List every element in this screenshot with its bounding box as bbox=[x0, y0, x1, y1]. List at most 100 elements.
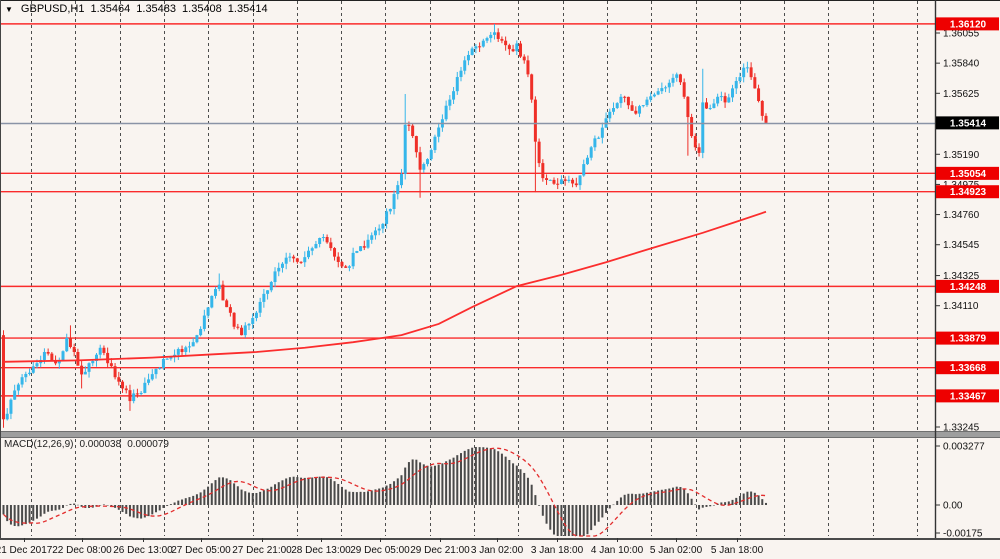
candle-body bbox=[228, 307, 232, 313]
macd-bar bbox=[65, 505, 68, 506]
candle-body bbox=[373, 230, 377, 236]
candle-body bbox=[258, 301, 262, 313]
macd-bar bbox=[99, 505, 102, 506]
candle-body bbox=[652, 94, 656, 97]
macd-bar bbox=[601, 505, 604, 518]
candle-body bbox=[333, 248, 337, 257]
macd-bar bbox=[233, 483, 236, 505]
candle-body bbox=[452, 91, 456, 100]
macd-bar bbox=[210, 483, 213, 505]
pane-separator[interactable] bbox=[0, 431, 1000, 438]
macd-bar bbox=[337, 483, 340, 505]
candle-body bbox=[54, 360, 58, 364]
candle-body bbox=[132, 393, 136, 402]
candle-body bbox=[455, 77, 459, 92]
macd-bar bbox=[359, 491, 362, 505]
candle-body bbox=[202, 315, 206, 329]
price-chart-area[interactable] bbox=[0, 0, 935, 431]
macd-bar bbox=[251, 493, 254, 505]
macd-bar bbox=[575, 505, 578, 536]
macd-bar bbox=[627, 493, 630, 505]
macd-bar bbox=[757, 495, 760, 505]
macd-bar bbox=[240, 489, 243, 505]
macd-bar bbox=[623, 494, 626, 505]
candle-body bbox=[507, 45, 511, 50]
time-tick-label: 29 Dec 05:00 bbox=[350, 545, 410, 556]
candle-body bbox=[541, 163, 545, 179]
time-tick-label: 27 Dec 05:00 bbox=[171, 545, 231, 556]
candle-body bbox=[697, 147, 701, 153]
candle-body bbox=[433, 136, 437, 151]
candle-body bbox=[184, 347, 188, 352]
time-tick-label: 4 Jan 10:00 bbox=[591, 545, 644, 556]
candle-body bbox=[128, 390, 132, 402]
macd-bar bbox=[322, 476, 325, 505]
candle-body bbox=[143, 382, 147, 393]
candle-body bbox=[5, 413, 9, 420]
macd-bar bbox=[2, 505, 5, 515]
candle-body bbox=[295, 258, 299, 262]
candle-body bbox=[690, 117, 694, 137]
price-badge-box bbox=[936, 361, 999, 375]
candle-body bbox=[414, 136, 418, 153]
candle-body bbox=[98, 347, 102, 355]
macd-bar bbox=[184, 498, 187, 505]
macd-signal-line bbox=[3, 447, 767, 537]
macd-bar bbox=[218, 477, 221, 505]
candle-body bbox=[109, 363, 113, 367]
macd-bar bbox=[381, 487, 384, 505]
macd-bar bbox=[32, 505, 35, 521]
candle-body bbox=[121, 381, 125, 389]
macd-bar bbox=[738, 495, 741, 505]
candle-body bbox=[764, 115, 768, 123]
candle-body bbox=[28, 372, 32, 374]
macd-bar bbox=[303, 477, 306, 505]
macd-bar bbox=[288, 477, 291, 505]
macd-bar bbox=[731, 499, 734, 505]
macd-bar bbox=[649, 491, 652, 505]
price-badge-label: 1.33668 bbox=[950, 363, 987, 374]
macd-bar bbox=[742, 493, 745, 505]
macd-tick-label: 0.003277 bbox=[943, 442, 985, 453]
macd-bar bbox=[515, 465, 518, 505]
macd-bar bbox=[712, 505, 715, 506]
candle-body bbox=[738, 77, 742, 81]
macd-bar bbox=[344, 489, 347, 505]
candle-body bbox=[466, 54, 470, 61]
candle-body bbox=[474, 46, 478, 49]
candle-body bbox=[273, 271, 277, 283]
macd-bar bbox=[541, 505, 544, 516]
candle-body bbox=[489, 34, 493, 39]
candle-body bbox=[72, 346, 76, 352]
macd-bar bbox=[352, 491, 355, 505]
price-badge-label: 1.33467 bbox=[950, 391, 987, 402]
candle-body bbox=[686, 96, 690, 118]
candle-body bbox=[623, 96, 627, 98]
candle-body bbox=[381, 223, 385, 229]
candle-body bbox=[749, 67, 753, 78]
price-badge-box bbox=[936, 166, 999, 180]
candle-body bbox=[321, 237, 325, 239]
macd-bar bbox=[314, 477, 317, 505]
candle-body bbox=[585, 157, 589, 165]
candle-body bbox=[611, 108, 615, 112]
candle-body bbox=[641, 105, 645, 107]
macd-bar bbox=[151, 505, 154, 515]
macd-bar bbox=[292, 476, 295, 505]
macd-bar bbox=[39, 505, 42, 517]
candle-body bbox=[399, 173, 403, 186]
macd-bar bbox=[69, 503, 72, 505]
candle-body bbox=[254, 312, 258, 319]
macd-indicator-header: MACD(12,26,9) 0.000038 0.000079 bbox=[4, 439, 169, 450]
symbol-dropdown-icon[interactable]: ▼ bbox=[5, 4, 13, 14]
candle-body bbox=[429, 150, 433, 160]
candle-body bbox=[158, 367, 162, 369]
macd-bar bbox=[333, 481, 336, 505]
candle-body bbox=[638, 106, 642, 114]
candle-body bbox=[284, 257, 288, 264]
macd-bar bbox=[385, 485, 388, 505]
candle-body bbox=[548, 179, 552, 181]
candle-body bbox=[403, 124, 407, 174]
